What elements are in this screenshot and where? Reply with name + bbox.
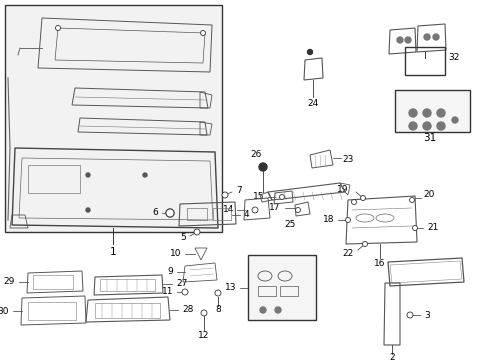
Text: 17: 17 bbox=[268, 203, 280, 212]
Text: 2: 2 bbox=[388, 352, 394, 360]
Text: 20: 20 bbox=[422, 190, 433, 199]
Bar bbox=[28, 302, 76, 320]
Circle shape bbox=[200, 31, 205, 36]
Text: 25: 25 bbox=[284, 220, 295, 230]
Bar bbox=[213, 208, 230, 220]
Text: 15: 15 bbox=[252, 193, 264, 202]
Text: 23: 23 bbox=[341, 156, 353, 165]
Circle shape bbox=[423, 34, 429, 40]
Circle shape bbox=[408, 198, 414, 202]
Text: 11: 11 bbox=[161, 288, 173, 297]
Circle shape bbox=[165, 209, 174, 217]
Circle shape bbox=[360, 195, 365, 201]
Circle shape bbox=[274, 307, 281, 313]
Text: 28: 28 bbox=[182, 306, 193, 315]
Circle shape bbox=[307, 49, 312, 54]
Bar bbox=[280, 286, 297, 296]
Text: 3: 3 bbox=[423, 310, 429, 320]
Circle shape bbox=[436, 109, 444, 117]
Text: 4: 4 bbox=[244, 211, 249, 220]
Circle shape bbox=[86, 208, 90, 212]
Circle shape bbox=[222, 192, 227, 198]
Text: 22: 22 bbox=[342, 249, 353, 258]
Circle shape bbox=[432, 34, 438, 40]
Circle shape bbox=[404, 37, 410, 43]
Circle shape bbox=[201, 310, 206, 316]
Circle shape bbox=[194, 229, 200, 235]
Text: 12: 12 bbox=[198, 332, 209, 341]
Text: 13: 13 bbox=[224, 284, 236, 292]
Circle shape bbox=[436, 122, 444, 130]
Bar bbox=[5, 5, 222, 232]
Text: 14: 14 bbox=[222, 206, 234, 215]
Circle shape bbox=[142, 173, 147, 177]
Circle shape bbox=[55, 26, 61, 31]
Circle shape bbox=[422, 109, 430, 117]
Circle shape bbox=[451, 117, 457, 123]
Circle shape bbox=[295, 207, 300, 212]
Text: 24: 24 bbox=[307, 99, 318, 108]
Bar bbox=[404, 47, 444, 75]
Circle shape bbox=[182, 289, 187, 295]
Bar bbox=[258, 286, 275, 296]
Text: 29: 29 bbox=[3, 278, 15, 287]
Circle shape bbox=[251, 207, 258, 213]
Text: 5: 5 bbox=[180, 234, 185, 243]
Circle shape bbox=[422, 122, 430, 130]
Circle shape bbox=[279, 194, 284, 199]
Circle shape bbox=[412, 225, 417, 230]
Text: 7: 7 bbox=[236, 186, 241, 195]
Text: 18: 18 bbox=[322, 216, 333, 225]
Text: 9: 9 bbox=[167, 267, 173, 276]
Circle shape bbox=[165, 209, 174, 217]
Text: 26: 26 bbox=[250, 150, 261, 159]
Text: 32: 32 bbox=[447, 54, 458, 63]
Bar bbox=[186, 208, 206, 220]
Text: 1: 1 bbox=[109, 247, 116, 257]
Circle shape bbox=[260, 307, 265, 313]
Circle shape bbox=[362, 242, 367, 247]
Bar bbox=[100, 279, 155, 291]
Circle shape bbox=[408, 109, 416, 117]
Text: 21: 21 bbox=[426, 224, 437, 233]
Circle shape bbox=[215, 290, 221, 296]
Circle shape bbox=[259, 163, 266, 171]
Text: 31: 31 bbox=[423, 133, 436, 143]
Circle shape bbox=[351, 199, 356, 204]
Text: 10: 10 bbox=[169, 249, 181, 258]
Bar bbox=[95, 303, 160, 318]
Text: 6: 6 bbox=[152, 208, 158, 217]
Circle shape bbox=[86, 173, 90, 177]
Text: 27: 27 bbox=[176, 279, 187, 288]
Text: 8: 8 bbox=[215, 306, 221, 315]
Text: 30: 30 bbox=[0, 306, 9, 315]
Circle shape bbox=[345, 217, 350, 222]
Bar bbox=[394, 90, 469, 132]
Circle shape bbox=[408, 122, 416, 130]
Bar bbox=[247, 255, 315, 320]
Circle shape bbox=[406, 312, 412, 318]
Circle shape bbox=[396, 37, 402, 43]
Text: 19: 19 bbox=[336, 185, 347, 194]
Bar bbox=[28, 165, 80, 193]
Text: 16: 16 bbox=[373, 260, 385, 269]
Bar bbox=[33, 275, 73, 289]
